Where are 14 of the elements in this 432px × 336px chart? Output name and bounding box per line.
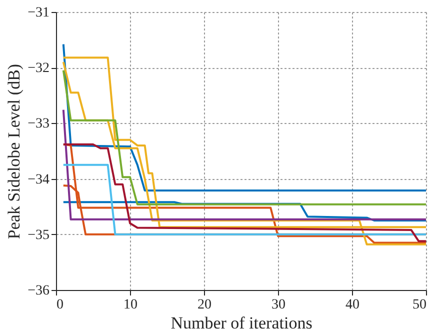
y-tick-label: −34 xyxy=(28,172,50,188)
y-tick-label: −36 xyxy=(28,284,50,298)
x-tick-label: 50 xyxy=(412,298,426,312)
y-tick-label: −31 xyxy=(28,6,50,20)
x-tick-label: 30 xyxy=(272,298,286,312)
y-tick-label: −32 xyxy=(28,61,50,76)
y-axis-title: Peak Sidelobe Level (dB) xyxy=(4,64,24,240)
y-tick-label: −35 xyxy=(28,228,50,243)
x-tick-label: 10 xyxy=(124,298,138,312)
x-tick-label: 0 xyxy=(56,298,64,312)
y-tick-label: −33 xyxy=(28,116,50,132)
x-axis-title: Number of iterations xyxy=(170,314,312,332)
x-tick-label: 40 xyxy=(346,298,360,312)
x-tick-label: 20 xyxy=(198,298,212,312)
